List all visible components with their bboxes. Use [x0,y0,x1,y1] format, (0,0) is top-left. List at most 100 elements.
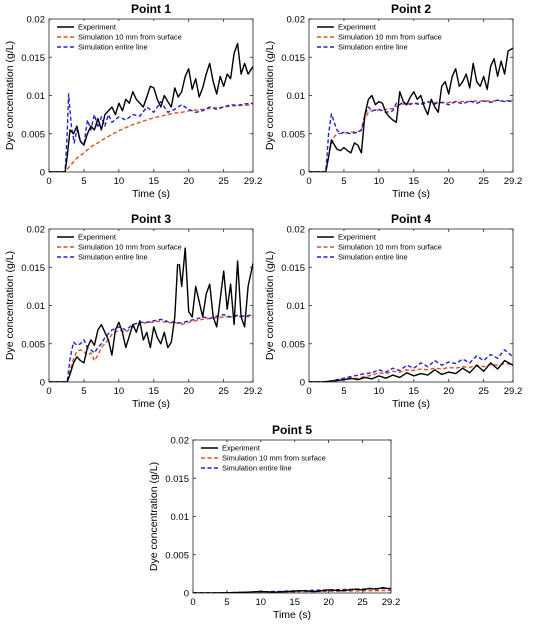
panel-4-ytick-label: 0.005 [281,339,305,350]
panel-4-xtick-label: 25 [478,386,489,397]
panel-1-xtick-label: 0 [46,176,51,187]
panel-1-xtick-label: 25 [218,176,229,187]
panel-2-ytick-label: 0.01 [287,91,306,102]
panel-3-legend-label-experiment: Experiment [78,233,117,242]
panel-1-legend-label-experiment: Experiment [78,23,117,32]
panel-5-xtick-label: 0 [190,597,195,608]
panel-point-4: Point 4 0 5 10 15 20 25 29.2 0 0.005 0.01 0.015 0.02… [264,212,522,410]
panel-1-xtick-label: 29.2 [244,176,263,187]
panel-5-series-experiment [193,586,391,593]
panel-3-ytick-label: 0 [40,378,45,389]
panel-5-ytick-label: 0.01 [171,512,190,523]
panel-4-legend-label-simline: Simulation entire line [338,253,408,262]
panel-4-series-simline [309,349,513,382]
panel-3-ytick-label: 0.01 [27,301,46,312]
panel-3-xlabel: Time (s) [132,398,170,410]
panel-4-ytick-label: 0 [300,378,305,389]
panel-1-series-simline [49,93,253,172]
panel-1-ytick-label: 0.015 [21,53,45,64]
panel-1-title: Point 1 [131,2,171,16]
panel-1-legend-box [54,21,182,54]
panel-5-xtick-label: 15 [289,597,300,608]
panel-3-series-experiment [49,247,253,382]
panel-2-xlabel: Time (s) [392,188,430,200]
panel-4-title: Point 4 [391,212,431,226]
panel-3-xtick-label: 5 [81,386,86,397]
panel-1-series-experiment [49,42,253,172]
panel-5-series-sim10 [193,589,391,593]
panel-5-legend-label-simline: Simulation entire line [222,464,292,473]
panel-2-xtick-label: 25 [478,176,489,187]
panel-4-xtick-label: 5 [341,386,346,397]
panel-4-legend-label-sim10: Simulation 10 mm from surface [338,243,442,252]
panel-5-ytick-label: 0.02 [171,436,190,447]
panel-2-ytick-label: 0.02 [287,15,306,26]
panel-2-legend-label-sim10: Simulation 10 mm from surface [338,33,442,42]
panel-2-series-experiment [309,47,513,172]
panel-5-ylabel: Dye concentration (g/L) [148,462,160,571]
panel-5-title: Point 5 [272,423,312,437]
panel-point-5: Point 5 0 5 10 15 20 25 29.2 0 0.005 0.01 0.015 0.02… [148,423,400,621]
panel-1-xtick-label: 15 [149,176,160,187]
panel-1-legend-label-sim10: Simulation 10 mm from surface [78,33,182,42]
panel-3-legend-box [54,231,182,264]
panel-5-xtick-label: 5 [224,597,229,608]
panel-1-ylabel: Dye concentration (g/L) [4,41,16,150]
panel-2-xtick-label: 10 [374,176,385,187]
panel-2-ylabel: Dye concentration (g/L) [264,41,276,150]
panel-2-xtick-label: 29.2 [504,176,523,187]
panel-3-ytick-label: 0.015 [21,263,45,274]
panel-3-title: Point 3 [131,212,171,226]
panel-3-xtick-label: 0 [46,386,51,397]
panel-5-xtick-label: 10 [256,597,267,608]
panel-3-xtick-label: 20 [183,386,194,397]
panel-5-xtick-label: 20 [323,597,334,608]
panel-3-legend-label-simline: Simulation entire line [78,253,148,262]
panel-2-xtick-label: 15 [409,176,420,187]
panel-1-ytick-label: 0.005 [21,129,45,140]
panel-1-xlabel: Time (s) [132,188,170,200]
panel-4-legend-box [314,231,442,264]
panel-5-ytick-label: 0.005 [165,550,189,561]
panel-1-ytick-label: 0.02 [27,15,46,26]
panel-4-ylabel: Dye concentration (g/L) [264,251,276,360]
panel-1-ytick-label: 0 [40,168,45,179]
panel-4-ytick-label: 0.01 [287,301,306,312]
panel-3-xtick-label: 29.2 [244,386,263,397]
panel-3-xtick-label: 25 [218,386,229,397]
panel-1-xtick-label: 10 [114,176,125,187]
panel-2-legend-label-simline: Simulation entire line [338,43,408,52]
panel-1-legend-label-simline: Simulation entire line [78,43,148,52]
panel-point-3: Point 3 0 5 10 15 20 25 29.2 0 0.005 0.01 0.015 0.02… [4,212,262,410]
panel-3-ylabel: Dye concentration (g/L) [4,251,16,360]
panel-3-series-simline [49,314,253,382]
panel-1-xtick-label: 20 [183,176,194,187]
panel-2-xtick-label: 0 [306,176,311,187]
panel-5-legend-box [198,442,326,475]
panel-1-ytick-label: 0.01 [27,91,46,102]
panel-3-legend-label-sim10: Simulation 10 mm from surface [78,243,182,252]
panel-4-xtick-label: 10 [374,386,385,397]
panel-3-xtick-label: 15 [149,386,160,397]
panel-5-xtick-label: 25 [357,597,368,608]
panel-4-xlabel: Time (s) [392,398,430,410]
panel-2-xtick-label: 20 [443,176,454,187]
panel-5-xtick-label: 29.2 [382,597,401,608]
panel-5-legend-label-sim10: Simulation 10 mm from surface [222,454,326,463]
panel-4-ytick-label: 0.015 [281,263,305,274]
panel-2-xtick-label: 5 [341,176,346,187]
panel-4-xtick-label: 20 [443,386,454,397]
panel-2-series-simline [309,99,513,172]
panel-1-xtick-label: 5 [81,176,86,187]
panel-point-1: Point 1 0 5 10 15 20 25 29.2 0 0.005 0.01 0.015 0.02… [4,2,262,200]
panel-2-legend-label-experiment: Experiment [338,23,377,32]
panel-3-ytick-label: 0.005 [21,339,45,350]
panel-5-ytick-label: 0 [184,589,189,600]
